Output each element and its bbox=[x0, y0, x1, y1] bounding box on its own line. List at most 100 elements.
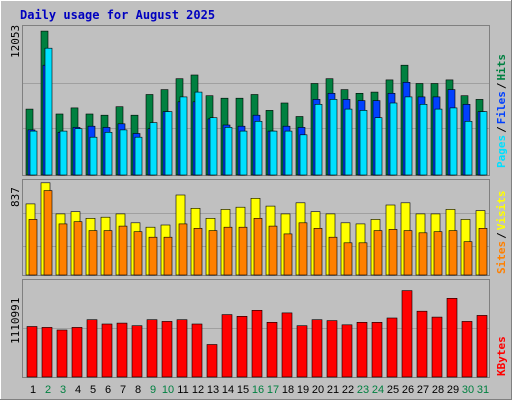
bar-sites-day-12 bbox=[193, 228, 203, 276]
bar-kbytes-day-31 bbox=[476, 315, 488, 378]
bar-kbytes-day-18 bbox=[281, 312, 293, 378]
bar-kbytes-day-7 bbox=[116, 322, 128, 378]
panel-frames bbox=[22, 25, 490, 378]
bar-kbytes-day-25 bbox=[386, 317, 398, 378]
bar-sites-day-22 bbox=[343, 242, 353, 276]
bar-sites-day-30 bbox=[463, 241, 473, 276]
bar-kbytes-day-11 bbox=[176, 319, 188, 378]
legend-kbytes: KBytes bbox=[495, 336, 508, 376]
bar-sites-day-2 bbox=[43, 190, 53, 276]
day-label-14: 14 bbox=[222, 384, 234, 396]
bar-pages-day-9 bbox=[149, 122, 158, 176]
bar-sites-day-16 bbox=[253, 218, 263, 276]
chart-title: Daily usage for August 2025 bbox=[20, 8, 215, 22]
day-label-30: 30 bbox=[462, 384, 474, 396]
bar-pages-day-18 bbox=[284, 130, 293, 176]
bar-kbytes-day-27 bbox=[416, 310, 428, 378]
bar-sites-day-15 bbox=[238, 226, 248, 276]
bar-kbytes-day-29 bbox=[446, 297, 458, 378]
bar-sites-day-26 bbox=[403, 230, 413, 276]
bar-pages-day-15 bbox=[239, 130, 248, 176]
bar-pages-day-3 bbox=[59, 130, 68, 176]
panel-hits-frame bbox=[22, 25, 490, 176]
bar-kbytes-day-21 bbox=[326, 320, 338, 378]
bar-kbytes-day-2 bbox=[41, 327, 53, 378]
bar-kbytes-day-23 bbox=[356, 321, 368, 378]
bar-kbytes-day-20 bbox=[311, 319, 323, 378]
bar-kbytes-day-19 bbox=[296, 325, 308, 378]
bar-pages-day-17 bbox=[269, 130, 278, 176]
bar-pages-day-23 bbox=[359, 110, 368, 176]
bar-pages-day-12 bbox=[194, 91, 203, 176]
bar-pages-day-30 bbox=[464, 121, 473, 176]
day-label-27: 27 bbox=[417, 384, 429, 396]
bar-pages-day-10 bbox=[164, 111, 173, 176]
legend-hits-files-pages: Pages/Files/Hits bbox=[495, 54, 508, 168]
bar-sites-day-14 bbox=[223, 226, 233, 276]
day-label-4: 4 bbox=[75, 384, 81, 396]
day-label-7: 7 bbox=[120, 384, 126, 396]
bar-pages-day-6 bbox=[104, 132, 113, 176]
bar-sites-day-25 bbox=[388, 229, 398, 276]
bar-pages-day-1 bbox=[29, 130, 38, 176]
bar-sites-day-21 bbox=[328, 236, 338, 276]
day-label-23: 23 bbox=[357, 384, 369, 396]
bar-pages-day-25 bbox=[389, 102, 398, 176]
bar-sites-day-19 bbox=[298, 222, 308, 276]
day-label-19: 19 bbox=[297, 384, 309, 396]
kbytes-bars bbox=[26, 290, 488, 378]
bar-sites-day-23 bbox=[358, 242, 368, 276]
panel-visits-frame bbox=[22, 179, 490, 276]
bar-pages-day-5 bbox=[89, 136, 98, 176]
bar-sites-day-11 bbox=[178, 223, 188, 276]
bar-sites-day-31 bbox=[478, 228, 488, 276]
day-label-11: 11 bbox=[177, 384, 188, 396]
bar-kbytes-day-30 bbox=[461, 321, 473, 378]
hits-files-pages-bars bbox=[25, 30, 488, 176]
bar-pages-day-16 bbox=[254, 121, 263, 176]
bar-kbytes-day-3 bbox=[56, 329, 68, 378]
bar-sites-day-10 bbox=[163, 236, 173, 276]
legend-sep-1: / bbox=[495, 126, 508, 133]
bar-sites-day-5 bbox=[88, 230, 98, 276]
bar-pages-day-26 bbox=[404, 96, 413, 176]
day-label-26: 26 bbox=[402, 384, 414, 396]
ymax-label-hits: 12053 bbox=[9, 25, 22, 58]
bar-sites-day-3 bbox=[58, 223, 68, 276]
bar-kbytes-day-13 bbox=[206, 344, 218, 378]
bar-pages-day-4 bbox=[74, 128, 83, 176]
bar-sites-day-7 bbox=[118, 225, 128, 276]
legend-sites-visits: Sites /Visits bbox=[495, 191, 508, 275]
bar-sites-day-29 bbox=[448, 230, 458, 276]
bar-sites-day-17 bbox=[268, 225, 278, 276]
bar-sites-day-27 bbox=[418, 232, 428, 276]
bar-pages-day-21 bbox=[329, 99, 338, 176]
day-label-31: 31 bbox=[477, 384, 489, 396]
bar-kbytes-day-22 bbox=[341, 324, 353, 378]
day-label-12: 12 bbox=[192, 384, 204, 396]
bar-pages-day-13 bbox=[209, 117, 218, 176]
bar-kbytes-day-28 bbox=[431, 316, 443, 378]
bar-kbytes-day-5 bbox=[86, 319, 98, 378]
day-label-3: 3 bbox=[60, 384, 66, 396]
day-label-8: 8 bbox=[135, 384, 141, 396]
bar-sites-day-20 bbox=[313, 228, 323, 276]
bar-kbytes-day-16 bbox=[251, 309, 263, 378]
legend-sites: Sites bbox=[495, 241, 508, 274]
legend-sep-2: / bbox=[495, 82, 508, 89]
bar-sites-day-18 bbox=[283, 233, 293, 276]
bar-kbytes-day-10 bbox=[161, 321, 173, 378]
bar-pages-day-8 bbox=[134, 136, 143, 176]
panel-kbytes-frame bbox=[22, 279, 490, 378]
day-label-15: 15 bbox=[237, 384, 249, 396]
bar-kbytes-day-24 bbox=[371, 321, 383, 378]
bar-pages-day-20 bbox=[314, 104, 323, 176]
bar-pages-day-11 bbox=[179, 96, 188, 176]
bar-pages-day-2 bbox=[44, 47, 53, 176]
bar-kbytes-day-1 bbox=[26, 326, 38, 378]
bar-sites-day-8 bbox=[133, 231, 143, 276]
bar-sites-day-9 bbox=[148, 236, 158, 276]
legend-hits: Hits bbox=[495, 54, 508, 81]
bar-pages-day-31 bbox=[479, 111, 488, 176]
